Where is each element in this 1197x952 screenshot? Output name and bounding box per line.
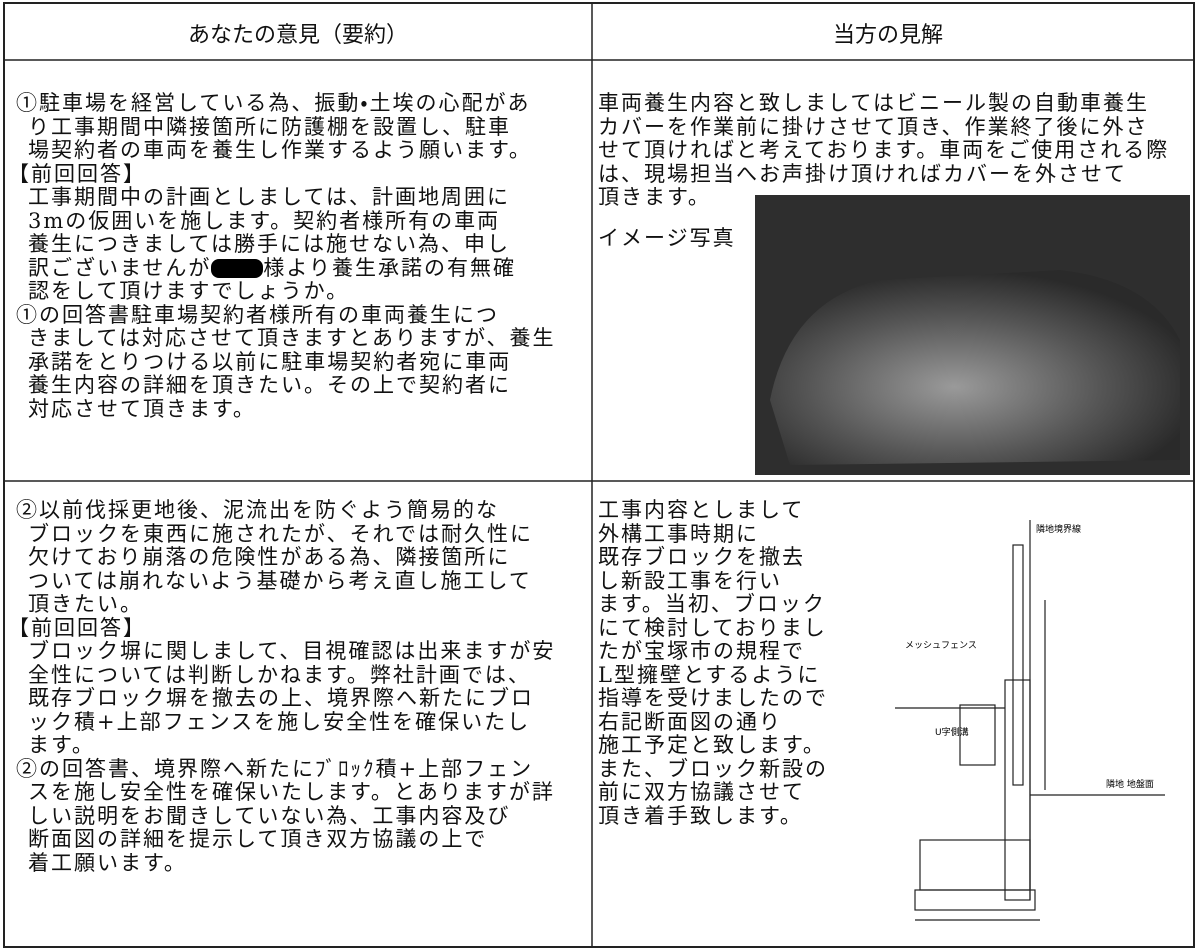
text-line: 頂き着手致します。 bbox=[598, 803, 803, 828]
text-line: 指導を受けましたので bbox=[598, 686, 828, 710]
text-line: 欠けており崩落の危険性がある為、隣接箇所に bbox=[28, 545, 511, 569]
diagram-label: 隣地 地盤面 bbox=[1106, 778, 1154, 790]
text-line: 車両養生内容と致しましてはビニール製の自動車養生 bbox=[598, 91, 1149, 115]
text-line: ②の回答書、境界際へ新たにﾌﾞﾛｯｸ積+上部フェン bbox=[16, 756, 534, 781]
text-line: 外構工事時期に bbox=[598, 521, 759, 546]
car-shape bbox=[770, 270, 1180, 465]
text-line: 場契約者の車両を養生し作業するよう願います。 bbox=[28, 138, 532, 162]
text-line: り工事期間中隣接箇所に防護棚を設置し、駐車 bbox=[28, 114, 511, 139]
text-line: ます。 bbox=[28, 733, 95, 757]
text-line: 施工予定と致します。 bbox=[598, 733, 826, 757]
text-line: 既存ブロック塀を撤去の上、境界際へ新たにブロ bbox=[28, 686, 534, 710]
text-line: 工事内容としまして bbox=[598, 498, 805, 522]
text-line: 工事期間中の計画としましては、計画地周囲に bbox=[28, 185, 510, 209]
text-line: 【前回回答】 bbox=[8, 161, 146, 186]
text-line: 前に双方協議させて bbox=[598, 780, 805, 804]
text-line: しい説明をお聞きしていない為、工事内容及び bbox=[28, 803, 511, 828]
text-line: 【前回回答】 bbox=[8, 615, 146, 640]
text-line: また、ブロック新設の bbox=[598, 756, 828, 781]
text-line: 認をして頂けますでしょうか。 bbox=[28, 279, 350, 303]
text-line: 右記断面図の通り bbox=[598, 709, 782, 734]
text-line: 頂きます。 bbox=[598, 185, 711, 209]
text-line: カバーを作業前に掛けさせて頂き、作業終了後に外さ bbox=[598, 114, 1149, 139]
text-line: ②以前伐採更地後、泥流出を防ぐよう簡易的な bbox=[16, 498, 499, 522]
diagram-label: U字側溝 bbox=[935, 726, 969, 738]
text-line: 養生内容の詳細を頂きたい。その上で契約者に bbox=[28, 373, 511, 397]
text-line: ック積+上部フェンスを施し安全性を確保いたし bbox=[28, 709, 531, 734]
text-line: 断面図の詳細を提示して頂き双方協議の上で bbox=[28, 827, 488, 851]
text-line: ついては崩れないよう基礎から考え直し施工して bbox=[28, 568, 532, 593]
text-line: 着工願います。 bbox=[28, 850, 187, 875]
text-line: にて検討しておりまし bbox=[598, 615, 827, 640]
text-line: 承諾をとりつける以前に駐車場契約者宛に車両 bbox=[28, 349, 512, 374]
text-line: たが宝塚市の規程で bbox=[598, 639, 805, 663]
text-line: せて頂ければと考えております。車両をご使用される際 bbox=[598, 138, 1170, 162]
text-part: 様より養生承諾の有無確 bbox=[263, 255, 516, 280]
text-line: 全性については判断しかねます。弊社計画では、 bbox=[28, 662, 531, 687]
text-line: 訳ございませんが 様より養生承諾の有無確 bbox=[28, 255, 516, 280]
header-cell: 当方の見解 bbox=[832, 23, 943, 48]
text-line: スを施し安全性を確保いたします。とありますが詳 bbox=[28, 780, 555, 804]
text-line: 既存ブロックを撤去 bbox=[598, 545, 805, 569]
text-line: は、現場担当へお声掛け頂ければカバーを外させて bbox=[598, 161, 1127, 186]
header-cell: あなたの意見（要約） bbox=[187, 23, 408, 48]
text-line: し新設工事を行い bbox=[598, 568, 782, 593]
text-part: 訳ございませんが bbox=[28, 255, 212, 280]
section-diagram bbox=[895, 520, 1165, 921]
diagram-label: メッシュフェンス bbox=[905, 641, 977, 651]
diagram-label: 隣地境界線 bbox=[1036, 523, 1081, 535]
text-line: ①駐車場を経営している為、振動・土埃の心配があ bbox=[16, 91, 531, 115]
redaction bbox=[211, 258, 264, 278]
text-line: ます。当初、ブロック bbox=[598, 592, 826, 616]
photo-caption: イメージ写真 bbox=[598, 226, 736, 250]
text-line: L型擁壁とするように bbox=[598, 662, 821, 687]
text-line: 対応させて頂きます。 bbox=[28, 396, 256, 421]
text-line: きましては対応させて頂きますとありますが、養生 bbox=[28, 326, 556, 350]
text-line: ①の回答書駐車場契約者様所有の車両養生につ bbox=[16, 302, 499, 327]
text-line: ブロック塀に関しまして、目視確認は出来ますが安 bbox=[28, 639, 556, 663]
text-line: ブロックを東西に施されたが、それでは耐久性に bbox=[28, 521, 533, 546]
text-line: 養生につきましては勝手には施せない為、申し bbox=[28, 232, 510, 256]
text-line: 頂きたい。 bbox=[28, 592, 143, 616]
text-line: 3mの仮囲いを施します。契約者様所有の車両 bbox=[28, 208, 501, 233]
